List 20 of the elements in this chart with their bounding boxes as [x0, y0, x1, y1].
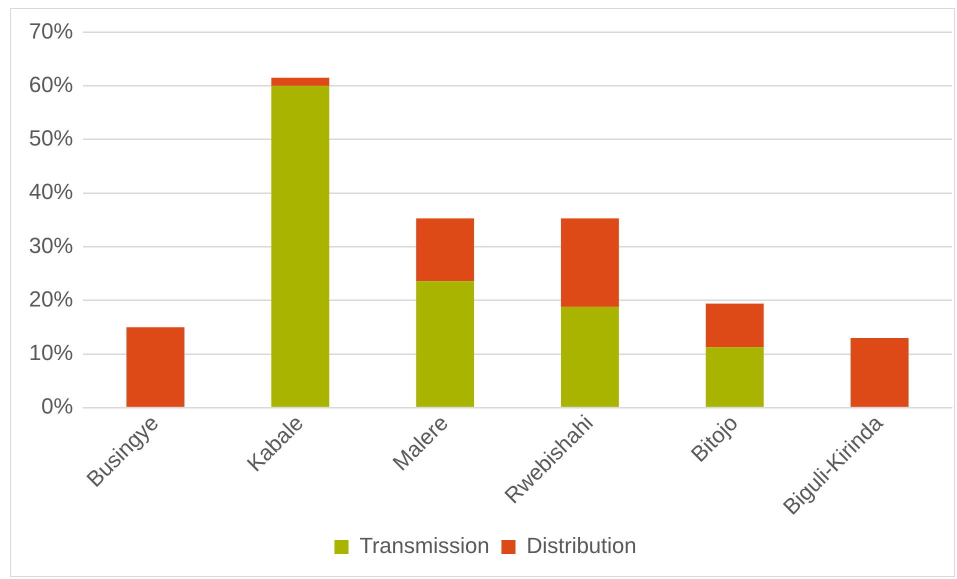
bar [126, 327, 184, 407]
y-tick-label: 30% [28, 232, 74, 258]
y-tick-label: 0% [41, 394, 74, 419]
bar [271, 78, 330, 86]
legend-label: Distribution [526, 533, 637, 558]
bar [416, 218, 474, 282]
y-tick-label: 40% [28, 179, 74, 204]
bar [560, 306, 619, 407]
legend-label: Transmission [359, 533, 490, 558]
bar [706, 304, 764, 348]
y-tick-label: 10% [28, 340, 74, 366]
bar [706, 347, 764, 407]
y-tick-label: 20% [28, 286, 74, 312]
bar [560, 218, 619, 307]
bar [271, 86, 330, 407]
bar [416, 281, 474, 407]
y-tick-label: 70% [28, 18, 74, 44]
y-tick-label: 60% [28, 72, 74, 97]
y-tick-label: 50% [28, 126, 74, 151]
bar [850, 338, 909, 407]
